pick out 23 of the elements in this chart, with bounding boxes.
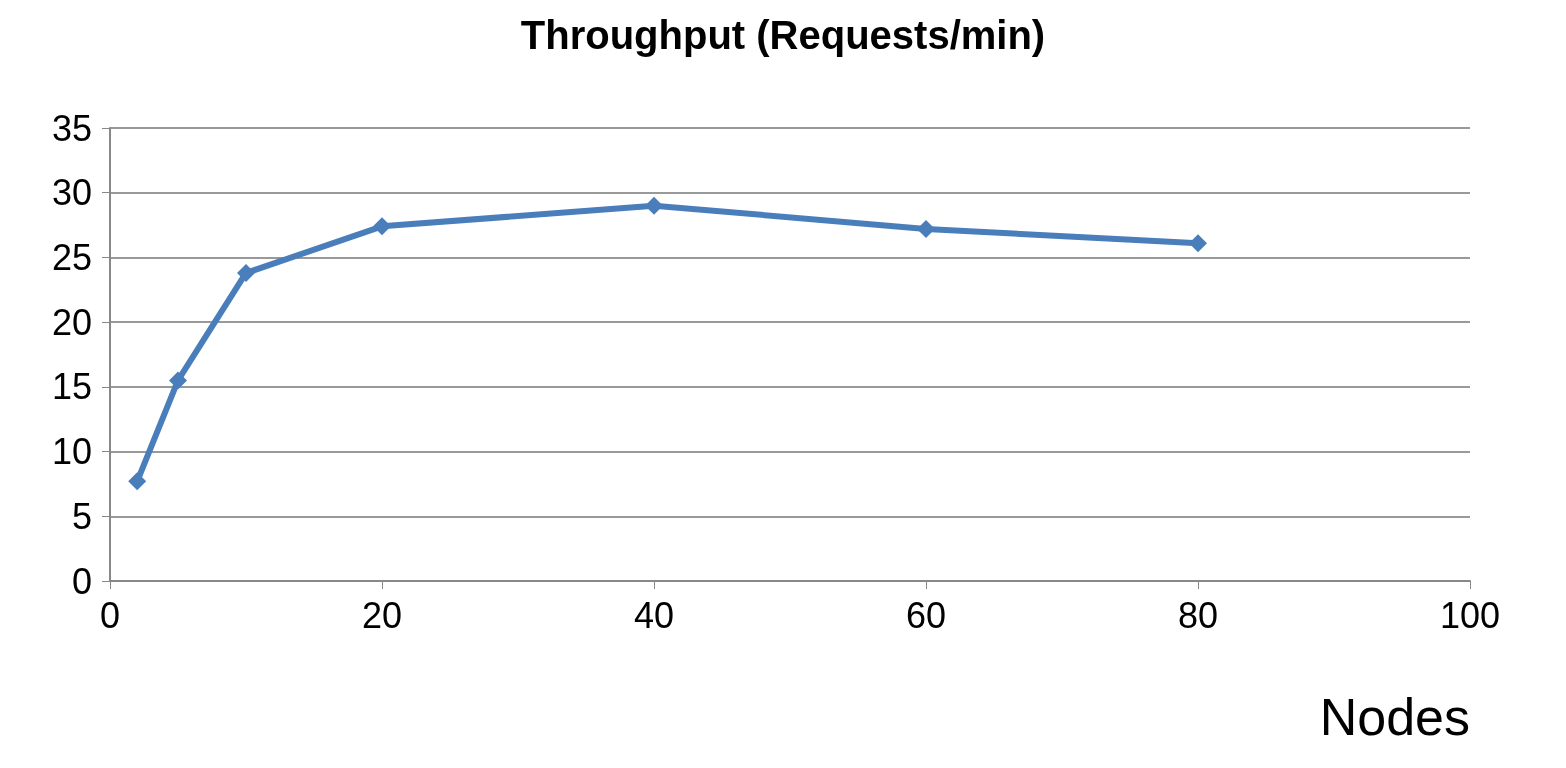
point: [128, 472, 147, 491]
x-tick-label: 60: [905, 594, 947, 636]
x-tick-label: 100: [1439, 594, 1501, 636]
point: [237, 263, 255, 282]
y-tick-label: 15: [51, 366, 92, 408]
point: [917, 219, 935, 238]
chart-title: Throughput (Requests/min): [520, 13, 1046, 57]
y-tick-label: 5: [71, 495, 92, 537]
y-tick-label: 35: [51, 107, 92, 149]
y-tick-label: 25: [51, 236, 92, 278]
y-tick-label: 20: [51, 301, 92, 343]
y-tick-label: 0: [71, 560, 92, 602]
y-tick-label: 30: [51, 172, 92, 214]
point: [1189, 234, 1207, 253]
x-tick-label: 80: [1177, 594, 1219, 636]
x-axis-title: Nodes: [1319, 688, 1470, 746]
point: [169, 371, 187, 390]
point: [645, 196, 663, 215]
x-tick-label: 20: [361, 594, 403, 636]
x-tick-label: 0: [99, 594, 121, 636]
point: [373, 217, 391, 236]
x-tick-label: 40: [633, 594, 675, 636]
y-tick-label: 10: [51, 431, 92, 473]
